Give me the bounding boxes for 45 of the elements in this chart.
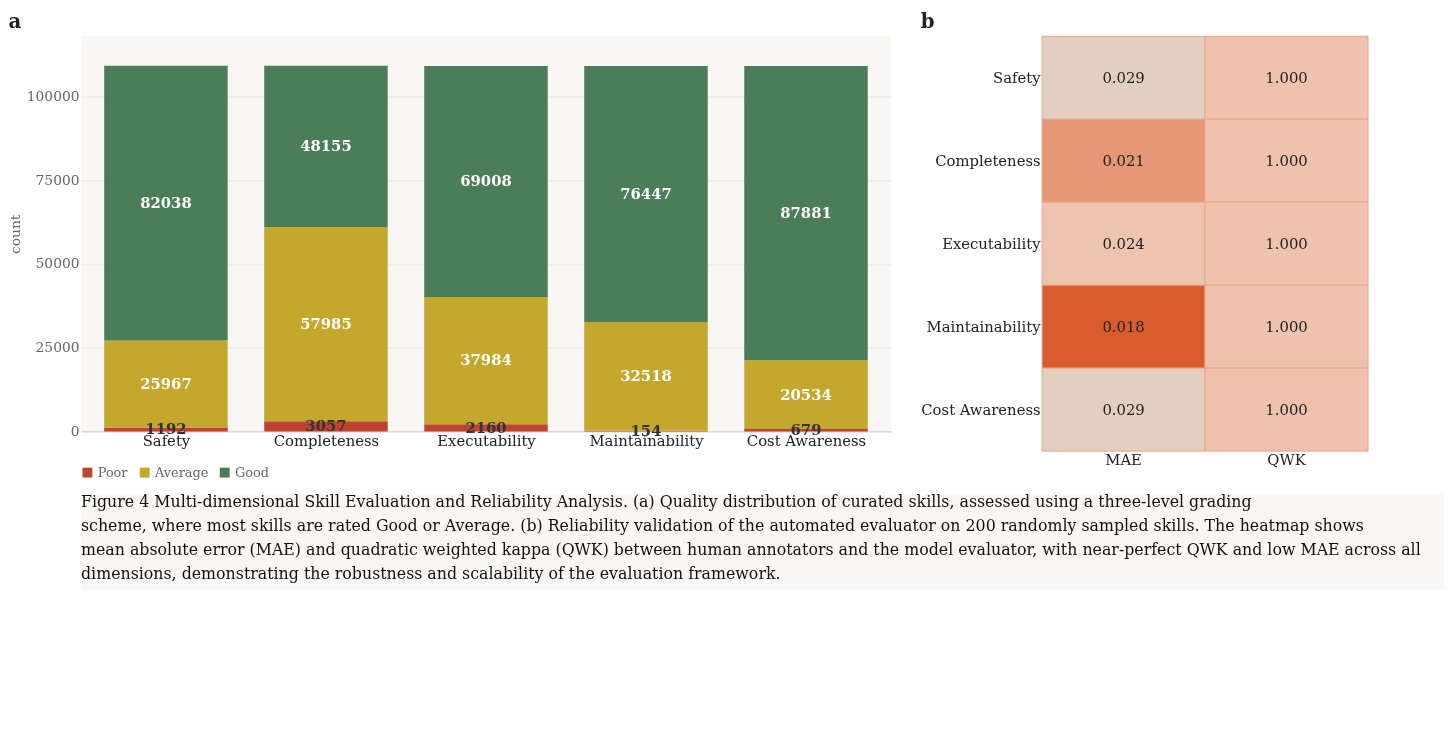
data-label: 1.000: [1265, 234, 1308, 252]
legend-label: Poor: [97, 464, 129, 480]
data-label: 1.000: [1265, 400, 1308, 418]
y-tick-label: Executability: [942, 234, 1042, 252]
data-label: 1.000: [1265, 68, 1308, 86]
bar: [584, 66, 708, 322]
data-label: 82038: [140, 194, 192, 212]
data-label: 57985: [300, 315, 352, 332]
data-label: 0.029: [1102, 68, 1145, 86]
data-label: 32518: [620, 367, 672, 385]
data-label: 0.024: [1102, 234, 1145, 252]
data-label: 0.018: [1102, 317, 1145, 335]
x-tick-label: MAE: [1105, 451, 1142, 469]
chart-title: b: [920, 8, 935, 33]
y-tick-label: 75000: [35, 171, 80, 188]
data-label: 25967: [140, 374, 192, 392]
data-label: 76447: [620, 184, 672, 202]
y-tick-label: 100000: [26, 87, 80, 104]
data-label: 87881: [780, 204, 832, 222]
chart-title: a: [8, 9, 22, 34]
bar: [264, 226, 388, 422]
data-label: 69008: [460, 172, 512, 190]
data-label: 1.000: [1265, 317, 1308, 335]
y-tick-label: 0: [70, 422, 80, 439]
y-tick-label: Completeness: [935, 151, 1041, 169]
data-label: 20534: [780, 385, 832, 403]
data-label: 48155: [300, 137, 352, 155]
legend-label: Average: [154, 464, 209, 480]
bar: [104, 65, 228, 341]
bar: [424, 65, 548, 297]
data-label: 1.000: [1265, 151, 1308, 169]
y-tick-label: Cost Awareness: [921, 400, 1041, 418]
caption: Figure 4 Multi-dimensional Skill Evaluation and Reliability Analysis. (a) Quality distribution of curated skills, assessed using a three-level grading scheme, where most skills are rated Good or Average. (b) Reliability validation of the automated evaluator on 200 randomly sampled skills. The heatmap shows mean absolute error (MAE) and quadratic weighted kappa (QWK) between human annotators and the model evaluator, with near-perfect QWK and low MAE across all dimensions, demonstrating the robustness and scalability of the evaluation framework.: [81, 492, 1421, 583]
y-tick-label: 50000: [35, 255, 80, 272]
data-label: 0.021: [1102, 151, 1145, 169]
data-label: 37984: [460, 351, 512, 369]
y-tick-label: Maintainability: [926, 317, 1042, 335]
x-tick-label: QWK: [1267, 451, 1307, 469]
bar: [264, 65, 388, 227]
data-label: 0.029: [1102, 400, 1145, 418]
y-tick-label: Safety: [993, 68, 1042, 86]
legend-label: Good: [235, 464, 269, 480]
bar: [744, 66, 868, 361]
y-tick-label: 25000: [35, 339, 80, 356]
y-axis-title: count: [6, 214, 23, 255]
